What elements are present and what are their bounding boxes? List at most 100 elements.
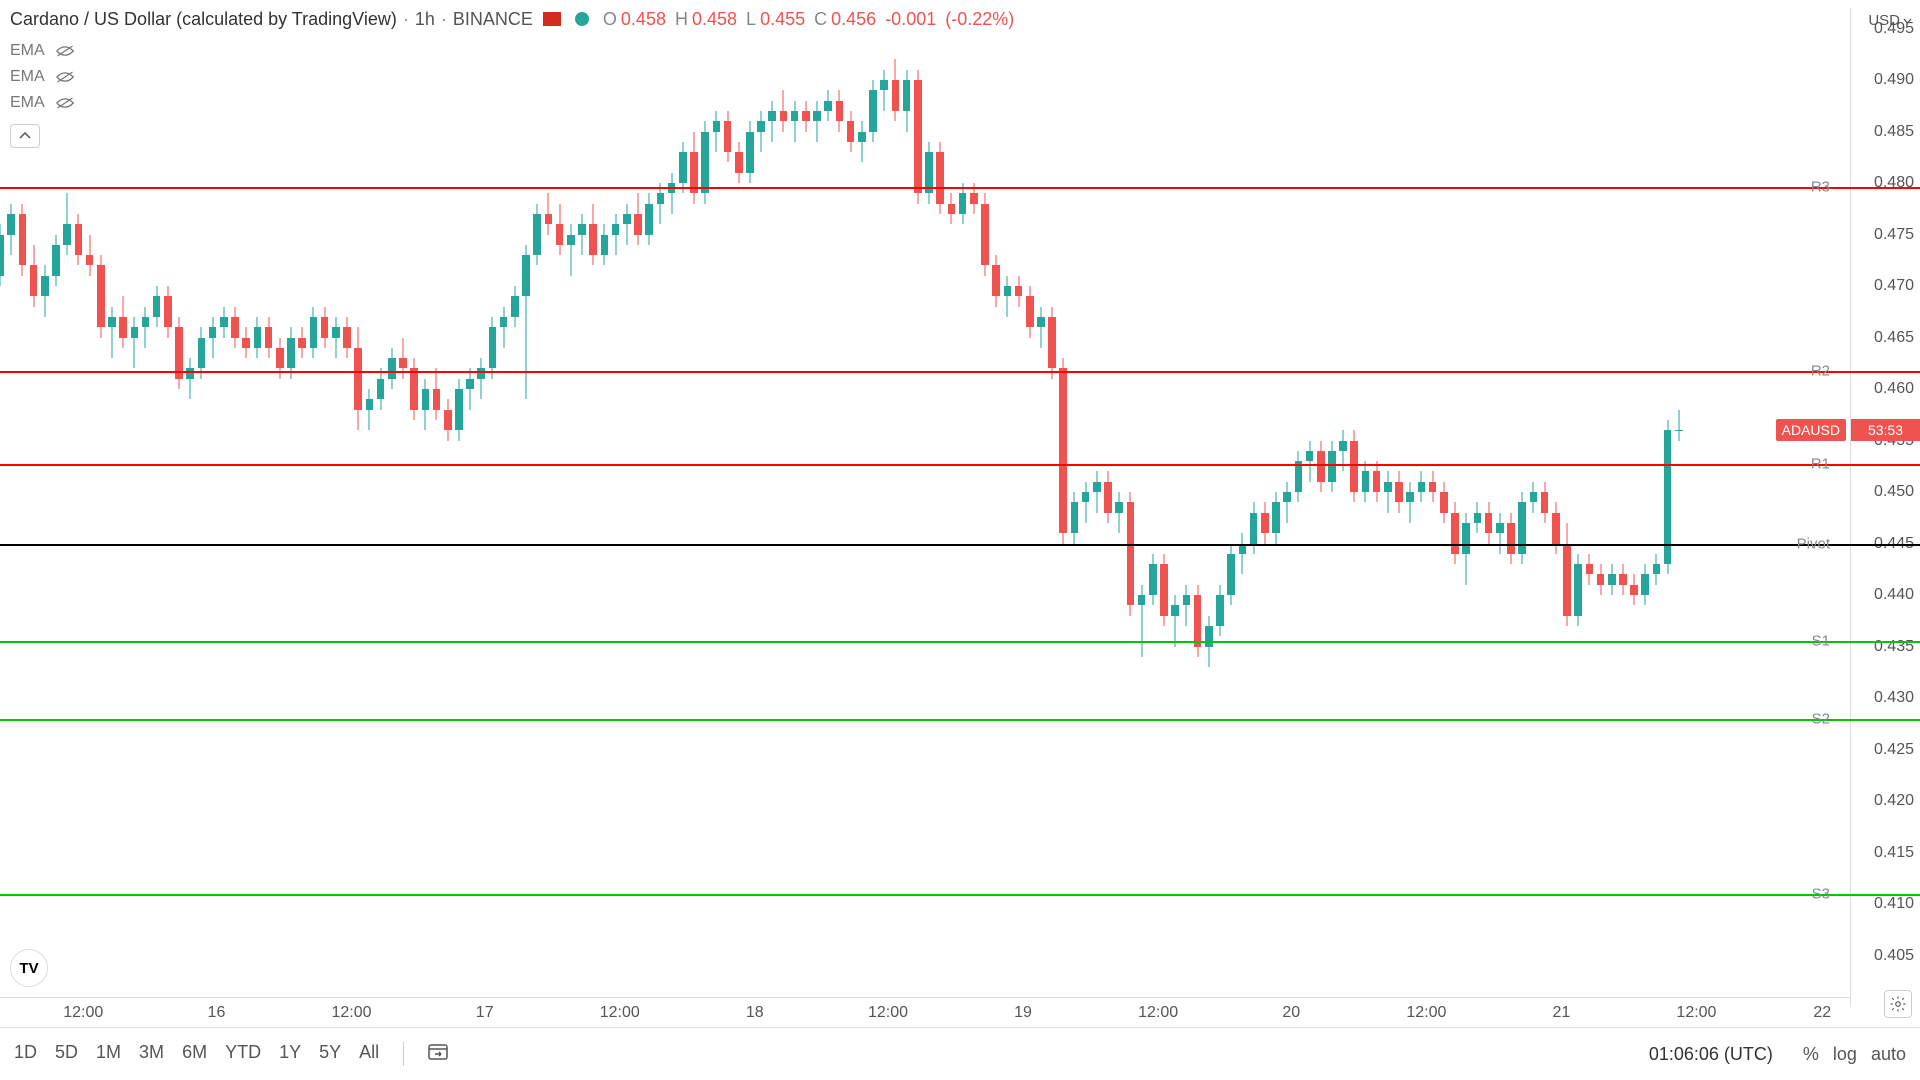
range-button[interactable]: 1M: [96, 1042, 121, 1066]
range-button[interactable]: 1D: [14, 1042, 37, 1066]
candle: [444, 8, 452, 1007]
candle: [824, 8, 832, 1007]
range-buttons: 1D 5D 1M 3M 6M YTD 1Y 5Y All: [14, 1042, 448, 1066]
goto-date-button[interactable]: [428, 1042, 448, 1066]
candle: [153, 8, 161, 1007]
range-button[interactable]: YTD: [225, 1042, 261, 1066]
price-axis[interactable]: USD 0.4950.4900.4850.4800.4750.4700.4650…: [1850, 8, 1920, 1007]
time-axis[interactable]: 12:001612:001712:001812:001912:002012:00…: [0, 997, 1850, 1027]
range-button[interactable]: 3M: [139, 1042, 164, 1066]
candle: [1205, 8, 1213, 1007]
candle: [1004, 8, 1012, 1007]
ticker-badge: ADAUSD: [1776, 419, 1846, 441]
range-button[interactable]: 1Y: [279, 1042, 301, 1066]
candle: [108, 8, 116, 1007]
time-tick: 12:00: [600, 1004, 640, 1022]
pivot-label: S3: [1812, 885, 1830, 902]
price-tick: 0.425: [1874, 741, 1914, 759]
candle: [724, 8, 732, 1007]
price-tick: 0.440: [1874, 586, 1914, 604]
candle: [612, 8, 620, 1007]
candle: [1675, 8, 1683, 1007]
pivot-line: [0, 641, 1920, 643]
tradingview-logo[interactable]: TV: [10, 949, 48, 987]
range-button[interactable]: 5D: [55, 1042, 78, 1066]
candle: [1586, 8, 1594, 1007]
pivot-label: R3: [1811, 179, 1830, 196]
candle: [1630, 8, 1638, 1007]
chart-canvas[interactable]: [0, 8, 1850, 1007]
candle: [1373, 8, 1381, 1007]
range-button[interactable]: 6M: [182, 1042, 207, 1066]
candle: [1171, 8, 1179, 1007]
settings-button[interactable]: [1884, 990, 1912, 1018]
candle: [63, 8, 71, 1007]
candle: [1451, 8, 1459, 1007]
pivot-line: [0, 894, 1920, 896]
candle: [925, 8, 933, 1007]
candle: [768, 8, 776, 1007]
candle: [1160, 8, 1168, 1007]
time-tick: 22: [1813, 1004, 1831, 1022]
candle: [1048, 8, 1056, 1007]
pivot-line: [0, 187, 1920, 189]
time-tick: 12:00: [1676, 1004, 1716, 1022]
candle: [198, 8, 206, 1007]
candle: [131, 8, 139, 1007]
candle: [1115, 8, 1123, 1007]
time-tick: 16: [208, 1004, 226, 1022]
candle: [1552, 8, 1560, 1007]
candle: [1530, 8, 1538, 1007]
time-tick: 12:00: [1138, 1004, 1178, 1022]
candle: [1328, 8, 1336, 1007]
pivot-line: [0, 719, 1920, 721]
candle: [455, 8, 463, 1007]
candle: [19, 8, 27, 1007]
candle: [522, 8, 530, 1007]
candle: [1093, 8, 1101, 1007]
candle: [948, 8, 956, 1007]
candle: [287, 8, 295, 1007]
candle: [186, 8, 194, 1007]
candle: [1362, 8, 1370, 1007]
candle: [97, 8, 105, 1007]
candle: [1608, 8, 1616, 1007]
candle: [75, 8, 83, 1007]
candle: [265, 8, 273, 1007]
range-button[interactable]: 5Y: [319, 1042, 341, 1066]
candle: [992, 8, 1000, 1007]
candle: [903, 8, 911, 1007]
price-tick: 0.465: [1874, 329, 1914, 347]
candle: [1653, 8, 1661, 1007]
time-tick: 21: [1552, 1004, 1570, 1022]
price-countdown-badge: 53:53: [1851, 419, 1920, 441]
price-tick: 0.450: [1874, 483, 1914, 501]
candle: [1350, 8, 1358, 1007]
candle: [1104, 8, 1112, 1007]
candle: [354, 8, 362, 1007]
price-tick: 0.420: [1874, 792, 1914, 810]
price-tick: 0.435: [1874, 638, 1914, 656]
range-button[interactable]: All: [359, 1042, 379, 1066]
scale-option[interactable]: %: [1803, 1044, 1819, 1065]
time-tick: 17: [476, 1004, 494, 1022]
bottom-toolbar: 1D 5D 1M 3M 6M YTD 1Y 5Y All 01:06:06 (UTC) % log…: [0, 1027, 1920, 1080]
candle: [1138, 8, 1146, 1007]
candle: [713, 8, 721, 1007]
candle: [1395, 8, 1403, 1007]
candle: [1082, 8, 1090, 1007]
pivot-label: R2: [1811, 362, 1830, 379]
candle: [589, 8, 597, 1007]
scale-option[interactable]: log: [1833, 1044, 1857, 1065]
candle: [1317, 8, 1325, 1007]
candle: [1194, 8, 1202, 1007]
clock[interactable]: 01:06:06 (UTC): [1649, 1044, 1773, 1065]
price-tick: 0.460: [1874, 380, 1914, 398]
candle: [1026, 8, 1034, 1007]
candle: [981, 8, 989, 1007]
scale-option[interactable]: auto: [1871, 1044, 1906, 1065]
candle: [791, 8, 799, 1007]
candle: [489, 8, 497, 1007]
candle: [30, 8, 38, 1007]
candle: [802, 8, 810, 1007]
